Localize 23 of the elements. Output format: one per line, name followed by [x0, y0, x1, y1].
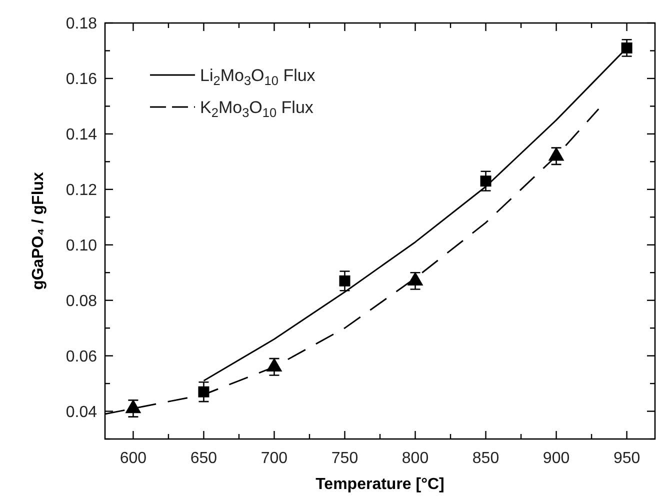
legend-label: Li$_{2}$Mo$_{3}$O$_{10}$ Flux — [200, 66, 316, 88]
point — [198, 386, 210, 398]
y-tick-label: 0.18 — [66, 16, 98, 32]
x-tick-label: 950 — [613, 450, 640, 467]
x-tick-label: 600 — [120, 450, 147, 467]
y-tick-label: 0.14 — [66, 126, 98, 144]
y-axis-title: gGaPO₄ / gFlux — [30, 172, 47, 290]
y-tick-label: 0.16 — [66, 70, 98, 88]
y-tick-label: 0.08 — [66, 292, 98, 310]
y-tick-label: 0.10 — [66, 237, 98, 254]
x-tick-label: 800 — [402, 450, 429, 467]
y-tick-label: 0.04 — [66, 404, 98, 421]
point — [480, 176, 492, 187]
y-tick-label: 0.12 — [66, 182, 98, 199]
x-tick-label: 750 — [331, 450, 358, 467]
x-tick-label: 650 — [190, 450, 218, 467]
x-tick-label: 700 — [260, 450, 288, 467]
x-axis-title: Temperature [°C] — [316, 476, 444, 493]
x-tick-label: 850 — [472, 450, 500, 467]
point — [339, 275, 350, 286]
legend-label: K$_{2}$Mo$_{3}$O$_{10}$ Flux — [200, 98, 314, 120]
y-tick-label: 0.06 — [66, 348, 98, 366]
x-tick-label: 900 — [542, 450, 570, 467]
